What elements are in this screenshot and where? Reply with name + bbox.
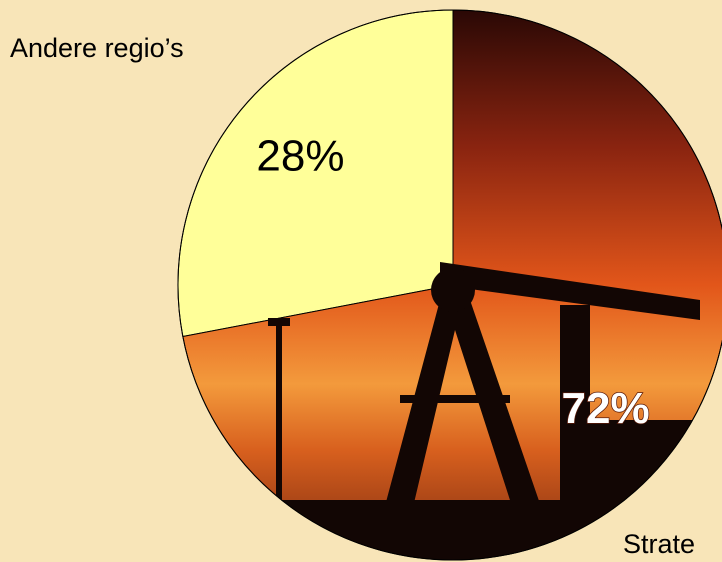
silhouette-shape — [431, 268, 475, 312]
chart: 28% 72% Andere regio’s Strate — [0, 0, 722, 562]
category-label: Andere regio’s — [10, 33, 184, 63]
silhouette-shape — [268, 318, 290, 326]
page: 28%72% Andere regio’s Strate (() => { co… — [0, 0, 722, 562]
pie: 28% 72% — [178, 10, 722, 562]
value-label: 72% — [562, 384, 650, 433]
silhouette-shape — [276, 318, 282, 518]
silhouette-shape — [400, 395, 510, 403]
value-label: 28% — [256, 131, 344, 180]
category-label: Strate — [623, 529, 695, 559]
